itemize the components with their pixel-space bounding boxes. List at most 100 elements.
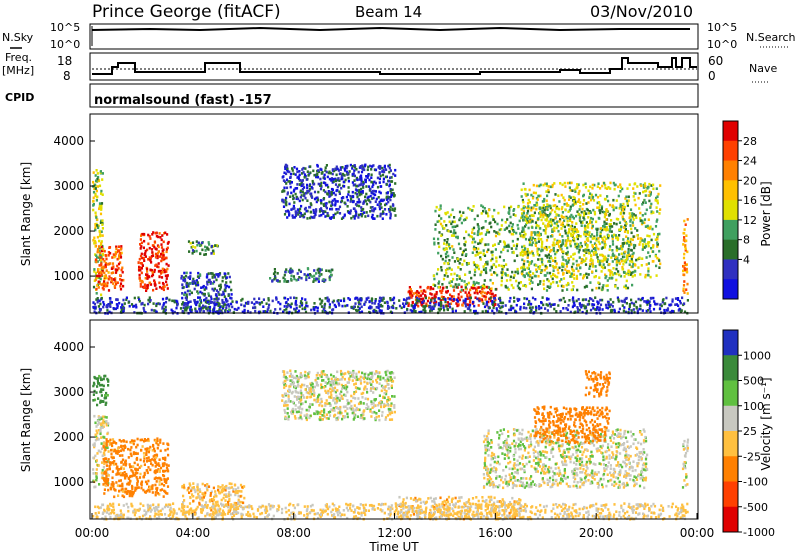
heatmap-cell-443 bbox=[156, 254, 159, 258]
heatmap-cell-2213 bbox=[505, 279, 509, 282]
heatmap-cell-3234 bbox=[576, 235, 579, 238]
heatmap-cell-1952 bbox=[527, 267, 530, 270]
heatmap-cell-312 bbox=[166, 267, 169, 271]
heatmap-cell-1805 bbox=[501, 218, 504, 222]
heatmap-cell-979 bbox=[298, 199, 301, 203]
heatmap-cell-2376 bbox=[515, 231, 518, 235]
heatmap-cell-309 bbox=[142, 460, 146, 463]
heatmap-cell-240 bbox=[108, 275, 111, 278]
heatmap-cell-4166 bbox=[243, 308, 246, 312]
heatmap-cell-168 bbox=[96, 250, 99, 254]
heatmap-cell-2596 bbox=[572, 285, 575, 288]
heatmap-cell-468 bbox=[162, 256, 165, 260]
heatmap-cell-985 bbox=[367, 195, 370, 199]
heatmap-cell-1208 bbox=[360, 192, 363, 196]
heatmap-cell-3257 bbox=[549, 235, 553, 238]
heatmap-cell-1298 bbox=[350, 216, 353, 220]
heatmap-cell-441 bbox=[140, 271, 143, 275]
heatmap-cell-1288 bbox=[288, 170, 291, 174]
heatmap-cell-827 bbox=[286, 280, 289, 283]
heatmap-cell-2727 bbox=[642, 245, 645, 249]
heatmap-cell-1209 bbox=[349, 212, 352, 215]
heatmap-cell-1365 bbox=[310, 186, 313, 189]
heatmap-cell-545 bbox=[192, 277, 195, 281]
heatmap-cell-4376 bbox=[350, 305, 353, 309]
heatmap-cell-4247 bbox=[328, 303, 331, 306]
heatmap-cell-2985 bbox=[632, 235, 635, 238]
heatmap-cell-2306 bbox=[523, 230, 526, 234]
heatmap-cell-2960 bbox=[578, 216, 581, 219]
heatmap-cell-1382 bbox=[343, 174, 346, 177]
heatmap-cell-3547 bbox=[685, 270, 689, 274]
heatmap-cell-3014 bbox=[625, 235, 628, 238]
heatmap-cell-1333 bbox=[388, 196, 391, 199]
heatmap-cell-3274 bbox=[556, 268, 559, 272]
heatmap-cell-4061 bbox=[371, 301, 374, 305]
heatmap-cell-464 bbox=[145, 489, 149, 493]
heatmap-cell-80 bbox=[94, 271, 98, 275]
heatmap-cell-3584 bbox=[442, 297, 445, 301]
heatmap-cell-3250 bbox=[590, 257, 593, 261]
heatmap-cell-2591 bbox=[498, 232, 501, 236]
heatmap-cell-661 bbox=[207, 294, 211, 297]
heatmap-cell-2956 bbox=[549, 185, 552, 189]
heatmap-cell-3632 bbox=[557, 304, 560, 307]
heatmap-cell-2802 bbox=[615, 199, 618, 202]
heatmap-cell-2486 bbox=[625, 260, 628, 264]
heatmap-cell-1715 bbox=[421, 297, 425, 301]
heatmap-cell-939 bbox=[331, 172, 334, 176]
heatmap-cell-2841 bbox=[623, 219, 626, 223]
heatmap-cell-1820 bbox=[559, 245, 562, 249]
heatmap-cell-3558 bbox=[686, 218, 689, 221]
heatmap-cell-1297 bbox=[359, 213, 363, 216]
heatmap-cell-112 bbox=[93, 187, 96, 190]
heatmap-cell-4035 bbox=[108, 310, 111, 314]
heatmap-cell-4172 bbox=[171, 299, 174, 303]
heatmap-cell-3482 bbox=[546, 203, 549, 206]
heatmap-cell-3710 bbox=[294, 308, 297, 312]
heatmap-cell-401 bbox=[110, 448, 113, 452]
heatmap-cell-2508 bbox=[459, 268, 462, 271]
heatmap-cell-7 bbox=[105, 401, 108, 405]
heatmap-cell-2695 bbox=[588, 267, 591, 270]
heatmap-cell-2810 bbox=[581, 207, 584, 211]
heatmap-cell-468 bbox=[129, 479, 132, 483]
heatmap-cell-2733 bbox=[628, 183, 631, 186]
heatmap-cell-4345 bbox=[405, 299, 408, 302]
heatmap-cell-3532 bbox=[682, 256, 686, 260]
heatmap-cell-158 bbox=[111, 256, 114, 259]
heatmap-cell-600 bbox=[212, 282, 215, 285]
heatmap-cell-2897 bbox=[571, 215, 574, 219]
heatmap-cell-830 bbox=[289, 271, 292, 274]
heatmap-cell-3713 bbox=[413, 309, 416, 313]
heatmap-cell-182 bbox=[140, 438, 143, 442]
heatmap-cell-4037 bbox=[516, 297, 519, 301]
heatmap-cell-4450 bbox=[599, 298, 602, 302]
heatmap-cell-340 bbox=[165, 250, 168, 254]
heatmap-cell-1050 bbox=[362, 182, 365, 185]
heatmap-cell-665 bbox=[197, 283, 200, 287]
heatmap-cell-2328 bbox=[516, 223, 519, 227]
heatmap-cell-2976 bbox=[569, 232, 573, 236]
heatmap-cell-1349 bbox=[382, 198, 386, 202]
heatmap-cell-423 bbox=[154, 231, 157, 235]
heatmap-cell-246 bbox=[118, 438, 121, 442]
heatmap-cell-4119 bbox=[402, 305, 406, 309]
heatmap-cell-2015 bbox=[626, 242, 629, 245]
heatmap-cell-4419 bbox=[643, 300, 646, 303]
heatmap-cell-2632 bbox=[645, 263, 648, 266]
heatmap-cell-2370 bbox=[446, 241, 449, 244]
heatmap-cell-2292 bbox=[573, 225, 576, 229]
heatmap-cell-74 bbox=[93, 444, 96, 447]
heatmap-cell-3225 bbox=[563, 181, 566, 185]
heatmap-cell-2428 bbox=[461, 253, 464, 257]
heatmap-cell-2698 bbox=[621, 187, 624, 191]
heatmap-cell-4436 bbox=[582, 298, 585, 301]
heatmap-cell-1178 bbox=[309, 210, 312, 214]
heatmap-cell-54 bbox=[96, 431, 99, 435]
heatmap-cell-3189 bbox=[594, 247, 597, 250]
heatmap-cell-2726 bbox=[527, 198, 530, 202]
heatmap-cell-33 bbox=[100, 240, 103, 243]
heatmap-cell-758 bbox=[320, 268, 323, 271]
heatmap-cell-1875 bbox=[549, 285, 552, 288]
